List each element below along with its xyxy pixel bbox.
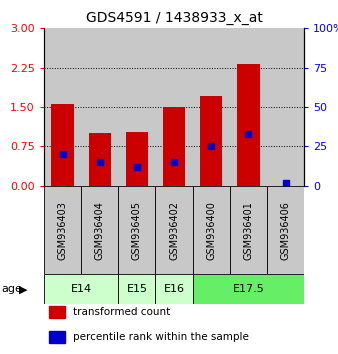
Bar: [126, 132, 148, 186]
Bar: [237, 64, 260, 186]
Bar: [155, 274, 193, 304]
Bar: [267, 186, 304, 274]
Bar: [89, 133, 111, 186]
Bar: [155, 28, 193, 186]
Bar: [44, 28, 81, 186]
Bar: [193, 186, 230, 274]
Bar: [81, 28, 118, 186]
Bar: [49, 331, 65, 343]
Text: E17.5: E17.5: [233, 284, 264, 295]
Bar: [267, 28, 304, 186]
Bar: [163, 107, 185, 186]
Bar: [49, 306, 65, 318]
Bar: [193, 28, 230, 186]
Text: GSM936406: GSM936406: [281, 201, 291, 259]
Text: GSM936403: GSM936403: [57, 201, 68, 259]
Text: GSM936404: GSM936404: [95, 201, 105, 259]
Text: E16: E16: [164, 284, 185, 295]
Text: ▶: ▶: [19, 284, 27, 295]
Text: GSM936401: GSM936401: [243, 201, 254, 259]
Bar: [44, 274, 118, 304]
Text: percentile rank within the sample: percentile rank within the sample: [73, 332, 248, 342]
Bar: [230, 186, 267, 274]
Bar: [44, 186, 81, 274]
Bar: [118, 28, 155, 186]
Text: E15: E15: [126, 284, 147, 295]
Text: age: age: [2, 284, 23, 295]
Text: GSM936400: GSM936400: [206, 201, 216, 259]
Bar: [81, 186, 118, 274]
Bar: [118, 186, 155, 274]
Bar: [193, 274, 304, 304]
Text: transformed count: transformed count: [73, 307, 170, 317]
Text: E14: E14: [71, 284, 92, 295]
Bar: [155, 186, 193, 274]
Bar: [200, 96, 222, 186]
Bar: [51, 104, 74, 186]
Title: GDS4591 / 1438933_x_at: GDS4591 / 1438933_x_at: [86, 11, 263, 24]
Text: GSM936402: GSM936402: [169, 201, 179, 259]
Text: GSM936405: GSM936405: [132, 201, 142, 259]
Bar: [230, 28, 267, 186]
Bar: [118, 274, 155, 304]
